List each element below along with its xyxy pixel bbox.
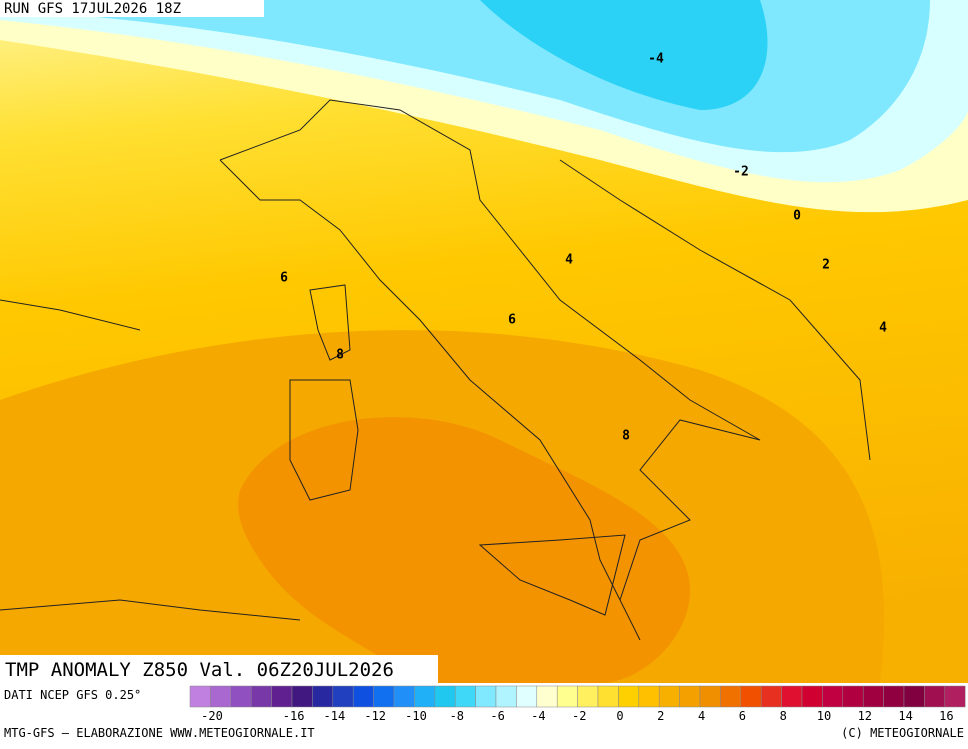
colorbar-swatch <box>434 685 456 708</box>
contour-label: -4 <box>648 52 664 67</box>
colorbar-swatch <box>618 685 640 708</box>
header-box <box>0 0 264 17</box>
colorbar-swatch <box>393 685 415 708</box>
contour-label: 0 <box>793 209 801 224</box>
contour-label: 8 <box>622 429 630 444</box>
colorbar-swatch <box>842 685 864 708</box>
colorbar-swatch <box>801 685 823 708</box>
colorbar-swatch <box>720 685 742 708</box>
colorbar-swatch <box>332 685 354 708</box>
colorbar-tick-label: -8 <box>450 709 464 723</box>
colorbar-swatch <box>822 685 844 708</box>
colorbar-swatch <box>230 685 252 708</box>
colorbar-tick-label: -20 <box>201 709 223 723</box>
colorbar-swatch <box>781 685 803 708</box>
contour-label: 8 <box>336 348 344 363</box>
colorbar-tick-label: 12 <box>858 709 872 723</box>
map-title: TMP ANOMALY Z850 Val. 06Z20JUL2026 <box>5 659 394 681</box>
colorbar-tick-label: -10 <box>405 709 427 723</box>
colorbar-swatch <box>903 685 925 708</box>
colorbar-swatch <box>883 685 905 708</box>
colorbar-swatch <box>556 685 578 708</box>
source-label: DATI NCEP GFS 0.25° <box>4 688 141 702</box>
colorbar-swatch <box>495 685 517 708</box>
colorbar-swatch <box>291 685 313 708</box>
colorbar-swatch <box>312 685 334 708</box>
colorbar-tick-label: 6 <box>739 709 746 723</box>
colorbar-swatch <box>862 685 884 708</box>
contour-label: 4 <box>565 253 573 268</box>
contour-label: 6 <box>508 313 516 328</box>
colorbar-tick-label: 8 <box>780 709 787 723</box>
colorbar-swatch <box>679 685 701 708</box>
copyright-label: (C) METEOGIORNALE <box>841 726 964 740</box>
contour-label: 6 <box>280 271 288 286</box>
colorbar-swatch <box>373 685 395 708</box>
colorbar-swatch <box>597 685 619 708</box>
colorbar-swatch <box>414 685 436 708</box>
colorbar-swatch <box>454 685 476 708</box>
colorbar-swatch <box>944 685 966 708</box>
colorbar-swatch <box>189 685 211 708</box>
colorbar-swatch <box>516 685 538 708</box>
colorbar-tick-label: 16 <box>939 709 953 723</box>
colorbar-swatch <box>699 685 721 708</box>
contour-label: 2 <box>822 258 830 273</box>
colorbar-tick-label: -12 <box>364 709 386 723</box>
colorbar-swatch <box>924 685 946 708</box>
credit-label: MTG-GFS — ELABORAZIONE WWW.METEOGIORNALE… <box>4 726 315 740</box>
contour-label: 4 <box>879 321 887 336</box>
colorbar-tick-label: -6 <box>490 709 504 723</box>
coastlines <box>0 99 871 641</box>
colorbar-swatch <box>271 685 293 708</box>
colorbar-swatch <box>760 685 782 708</box>
colorbar-tick-label: -14 <box>324 709 346 723</box>
colorbar-tick-label: -4 <box>531 709 545 723</box>
colorbar-tick-label: -2 <box>572 709 586 723</box>
colorbar-tick-label: 14 <box>898 709 912 723</box>
band <box>480 0 768 110</box>
colorbar-swatch <box>638 685 660 708</box>
colorbar-swatch <box>740 685 762 708</box>
colorbar-tick-label: 2 <box>657 709 664 723</box>
colorbar-swatch <box>250 685 272 708</box>
contour-labels: -4 -2 0 2 4 6 4 6 8 8 <box>280 52 887 444</box>
run-label: RUN GFS 17JUL2026 18Z <box>4 1 181 17</box>
colorbar-tick-label: 10 <box>817 709 831 723</box>
colorbar-tick-label: 4 <box>698 709 705 723</box>
colorbar-swatch <box>210 685 232 708</box>
colorbar-swatch <box>536 685 558 708</box>
colorbar-swatch <box>658 685 680 708</box>
title-box <box>0 655 438 683</box>
colorbar-tick-label: -16 <box>283 709 305 723</box>
colorbar-swatch <box>352 685 374 708</box>
contour-label: -2 <box>733 165 749 180</box>
colorbar-swatch <box>475 685 497 708</box>
colorbar-tick-label: 0 <box>616 709 623 723</box>
colorbar-swatch <box>577 685 599 708</box>
colorbar: -20-16-14-12-10-8-6-4-2024681012141620 <box>189 685 966 723</box>
